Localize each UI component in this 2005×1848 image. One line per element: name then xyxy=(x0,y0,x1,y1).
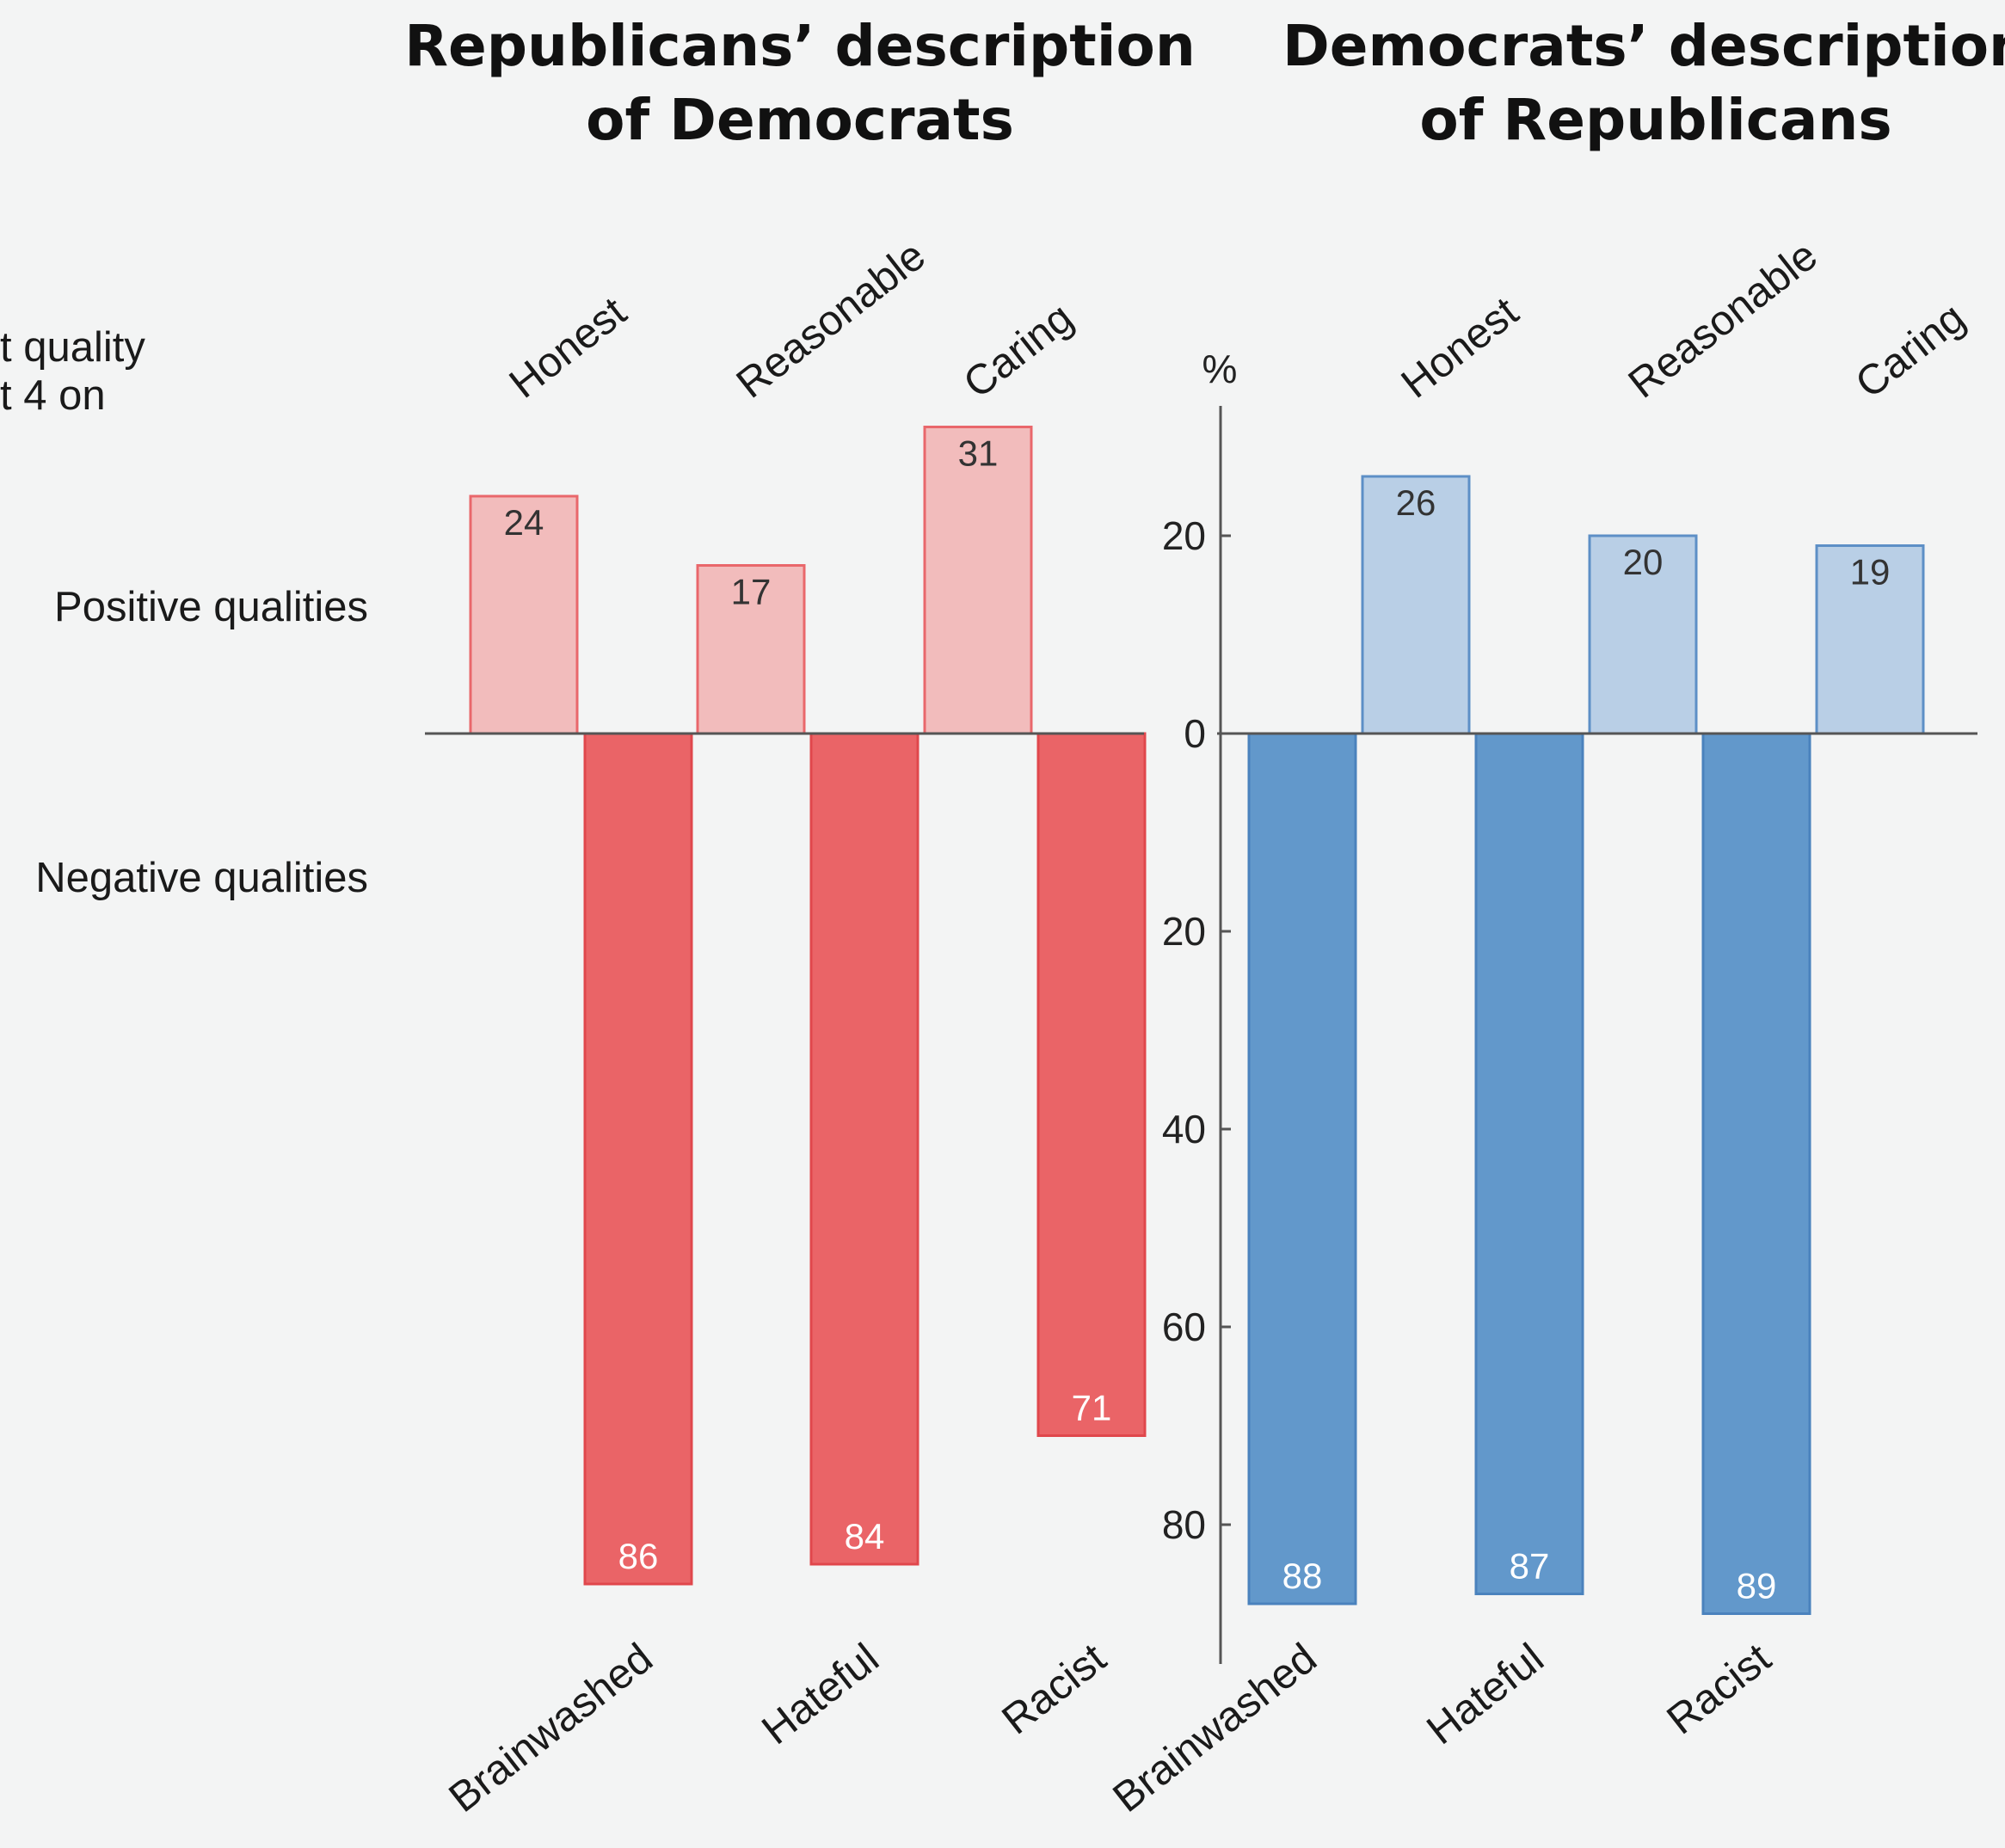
y-tick-neg-20: 20 xyxy=(1162,909,1206,954)
bar-right-brainwashed xyxy=(1247,732,1357,1605)
y-tick-neg-60: 60 xyxy=(1162,1305,1206,1349)
chart-title-right-line2: of Republicans xyxy=(1419,87,1891,153)
data-label-left-hateful: 84 xyxy=(845,1516,885,1556)
bar-right-caring xyxy=(1815,544,1925,735)
bar-left-brainwashed xyxy=(583,732,693,1586)
data-label-left-reasonable: 17 xyxy=(731,572,772,612)
positive-qualities-label: Positive qualities xyxy=(54,584,368,630)
bar-left-honest xyxy=(469,494,579,735)
bar-right-honest xyxy=(1361,475,1471,735)
y-axis-ticks: 20 0 20 40 60 80 xyxy=(1162,513,1231,1547)
data-label-left-honest: 24 xyxy=(504,502,544,543)
bars: 24 17 31 86 84 71 26 20 19 88 87 89 xyxy=(469,426,1925,1615)
chart-title-left-line1: Republicans’ description xyxy=(404,13,1196,79)
note-line-1: t quality xyxy=(0,324,145,371)
data-label-left-brainwashed: 86 xyxy=(618,1536,659,1576)
bar-left-racist xyxy=(1036,732,1147,1437)
bar-right-racist xyxy=(1701,732,1811,1615)
negative-qualities-label: Negative qualities xyxy=(35,855,368,901)
y-axis-unit: % xyxy=(1202,347,1238,391)
data-label-right-hateful: 87 xyxy=(1510,1546,1550,1587)
chart-title-left-line2: of Democrats xyxy=(586,87,1014,153)
y-tick-neg-40: 40 xyxy=(1162,1107,1206,1151)
bar-right-hateful xyxy=(1474,732,1584,1595)
data-label-left-caring: 31 xyxy=(958,433,999,474)
y-tick-zero: 0 xyxy=(1184,711,1206,756)
y-tick-neg-80: 80 xyxy=(1162,1502,1206,1547)
data-label-right-reasonable: 20 xyxy=(1623,542,1664,582)
bar-left-reasonable xyxy=(696,564,806,735)
note-line-2: t 4 on xyxy=(0,372,106,419)
data-label-right-brainwashed: 88 xyxy=(1282,1556,1323,1596)
data-label-left-racist: 71 xyxy=(1072,1388,1112,1428)
data-label-right-racist: 89 xyxy=(1737,1566,1777,1606)
bar-left-hateful xyxy=(809,732,919,1566)
y-tick-pos-20: 20 xyxy=(1162,513,1206,558)
data-label-right-honest: 26 xyxy=(1396,482,1436,523)
data-label-right-caring: 19 xyxy=(1850,552,1891,592)
chart-title-right-line1: Democrats’ description xyxy=(1282,13,2005,79)
